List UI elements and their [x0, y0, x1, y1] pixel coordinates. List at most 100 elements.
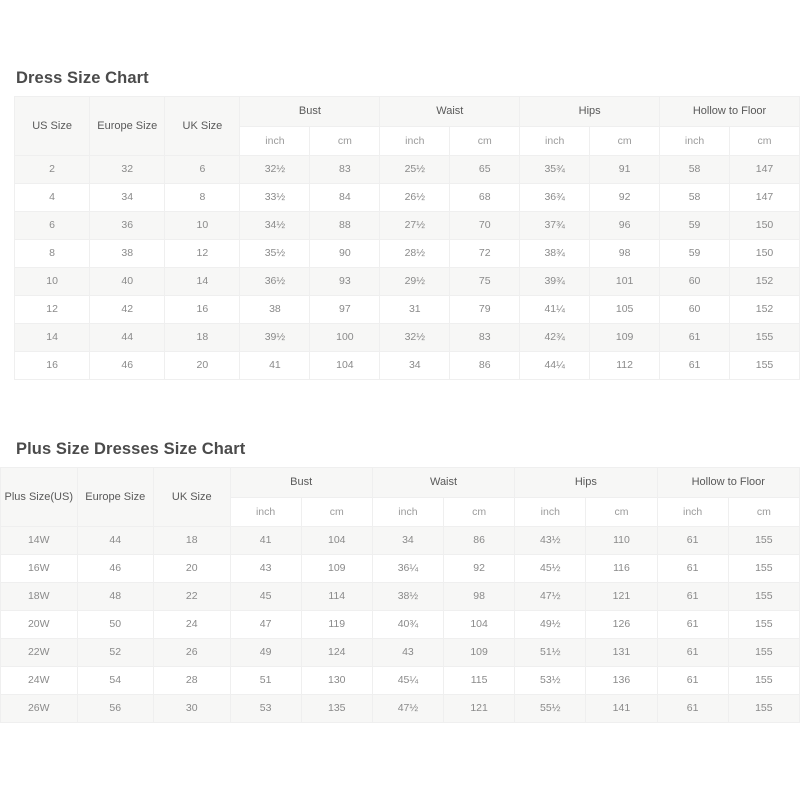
table-cell: 34: [379, 351, 451, 380]
table-cell: 92: [589, 183, 661, 212]
table-cell: 51: [229, 666, 302, 695]
table-cell: 112: [589, 351, 661, 380]
table-cell: 20: [153, 554, 231, 583]
column-header-uk-size: UK Size: [164, 96, 241, 156]
table-cell: 43: [371, 638, 445, 667]
table-cell: 88: [309, 211, 381, 240]
table-header: US Size Europe Size UK Size Bust Waist H…: [13, 96, 800, 156]
table-row: 16W 46 20 43 109 36¼ 92 45½ 116 61 155: [0, 554, 800, 583]
table-cell: 28: [153, 666, 231, 695]
column-header-waist: Waist: [371, 467, 516, 498]
table-cell: 6: [164, 155, 241, 184]
table-cell: 152: [729, 295, 800, 324]
table-cell: 104: [443, 610, 516, 639]
unit-header-hips-inch: inch: [514, 497, 587, 527]
table-body: 14W 44 18 41 104 34 86 43½ 110 61 155 16W 46 20 43 109 3…: [0, 526, 800, 723]
unit-header-waist-inch: inch: [371, 497, 445, 527]
table-cell: 130: [300, 666, 373, 695]
table-cell: 54: [76, 666, 154, 695]
table-cell: 60: [659, 295, 731, 324]
dress-size-chart-table: US Size Europe Size UK Size Bust Waist H…: [13, 96, 800, 380]
table-cell: 155: [727, 554, 800, 583]
table-cell: 61: [659, 351, 731, 380]
table-cell: 119: [300, 610, 373, 639]
table-cell: 121: [585, 582, 658, 611]
unit-header-hips-cm: cm: [585, 497, 658, 527]
table-cell: 35¾: [519, 155, 591, 184]
table-cell: 31: [379, 295, 451, 324]
table-cell: 58: [659, 183, 731, 212]
table-cell: 56: [76, 694, 154, 723]
table-cell: 45: [229, 582, 302, 611]
table-cell: 38¾: [519, 239, 591, 268]
table-cell: 92: [443, 554, 516, 583]
table-cell: 52: [76, 638, 154, 667]
table-cell: 43: [229, 554, 302, 583]
table-cell: 16W: [0, 554, 78, 583]
table-cell: 93: [309, 267, 381, 296]
table-cell: 41: [229, 526, 302, 555]
table-cell: 84: [309, 183, 381, 212]
table-cell: 53: [229, 694, 302, 723]
table-cell: 47½: [514, 582, 587, 611]
table-cell: 8: [13, 239, 91, 268]
table-cell: 61: [656, 666, 729, 695]
table-cell: 59: [659, 239, 731, 268]
unit-header-hollow-inch: inch: [659, 126, 731, 156]
table-row: 16 46 20 41 104 34 86 44¼ 112 61 155: [13, 351, 800, 380]
table-cell: 70: [449, 211, 521, 240]
table-cell: 12: [13, 295, 91, 324]
table-cell: 46: [89, 351, 166, 380]
table-cell: 155: [727, 610, 800, 639]
dress-size-chart-title: Dress Size Chart: [16, 69, 149, 88]
table-row: 12 42 16 38 97 31 79 41¼ 105 60 152: [13, 295, 800, 324]
unit-header-hips-cm: cm: [589, 126, 661, 156]
column-header-hips: Hips: [519, 96, 661, 127]
table-cell: 101: [589, 267, 661, 296]
table-cell: 29½: [379, 267, 451, 296]
table-cell: 61: [656, 610, 729, 639]
table-cell: 33½: [239, 183, 311, 212]
table-cell: 2: [13, 155, 91, 184]
table-cell: 41: [239, 351, 311, 380]
table-cell: 51½: [514, 638, 587, 667]
table-cell: 10: [13, 267, 91, 296]
table-row: 14W 44 18 41 104 34 86 43½ 110 61 155: [0, 526, 800, 555]
table-cell: 47: [229, 610, 302, 639]
table-cell: 36½: [239, 267, 311, 296]
table-row: 24W 54 28 51 130 45¼ 115 53½ 136 61 155: [0, 666, 800, 695]
table-cell: 38½: [371, 582, 445, 611]
unit-header-hollow-cm: cm: [727, 497, 800, 527]
table-cell: 86: [443, 526, 516, 555]
unit-header-hips-inch: inch: [519, 126, 591, 156]
unit-header-waist-inch: inch: [379, 126, 451, 156]
table-cell: 45¼: [371, 666, 445, 695]
table-header: Plus Size(US) Europe Size UK Size Bust W…: [0, 467, 800, 527]
table-cell: 35½: [239, 239, 311, 268]
table-cell: 155: [727, 694, 800, 723]
table-row: 26W 56 30 53 135 47½ 121 55½ 141 61 155: [0, 694, 800, 723]
table-cell: 38: [89, 239, 166, 268]
table-cell: 61: [656, 638, 729, 667]
table-cell: 104: [309, 351, 381, 380]
table-cell: 60: [659, 267, 731, 296]
table-cell: 14W: [0, 526, 78, 555]
table-cell: 49½: [514, 610, 587, 639]
table-header-row: Plus Size(US) Europe Size UK Size Bust W…: [0, 467, 800, 527]
table-cell: 155: [729, 351, 800, 380]
table-cell: 136: [585, 666, 658, 695]
table-cell: 155: [727, 582, 800, 611]
table-row: 8 38 12 35½ 90 28½ 72 38¾ 98 59 150: [13, 239, 800, 268]
table-cell: 36: [89, 211, 166, 240]
table-cell: 141: [585, 694, 658, 723]
table-cell: 12: [164, 239, 241, 268]
table-row: 10 40 14 36½ 93 29½ 75 39¾ 101 60 152: [13, 267, 800, 296]
table-cell: 61: [656, 526, 729, 555]
table-cell: 96: [589, 211, 661, 240]
table-cell: 34: [89, 183, 166, 212]
table-cell: 4: [13, 183, 91, 212]
table-cell: 86: [449, 351, 521, 380]
table-cell: 61: [656, 582, 729, 611]
column-header-europe-size: Europe Size: [89, 96, 166, 156]
table-cell: 37¾: [519, 211, 591, 240]
